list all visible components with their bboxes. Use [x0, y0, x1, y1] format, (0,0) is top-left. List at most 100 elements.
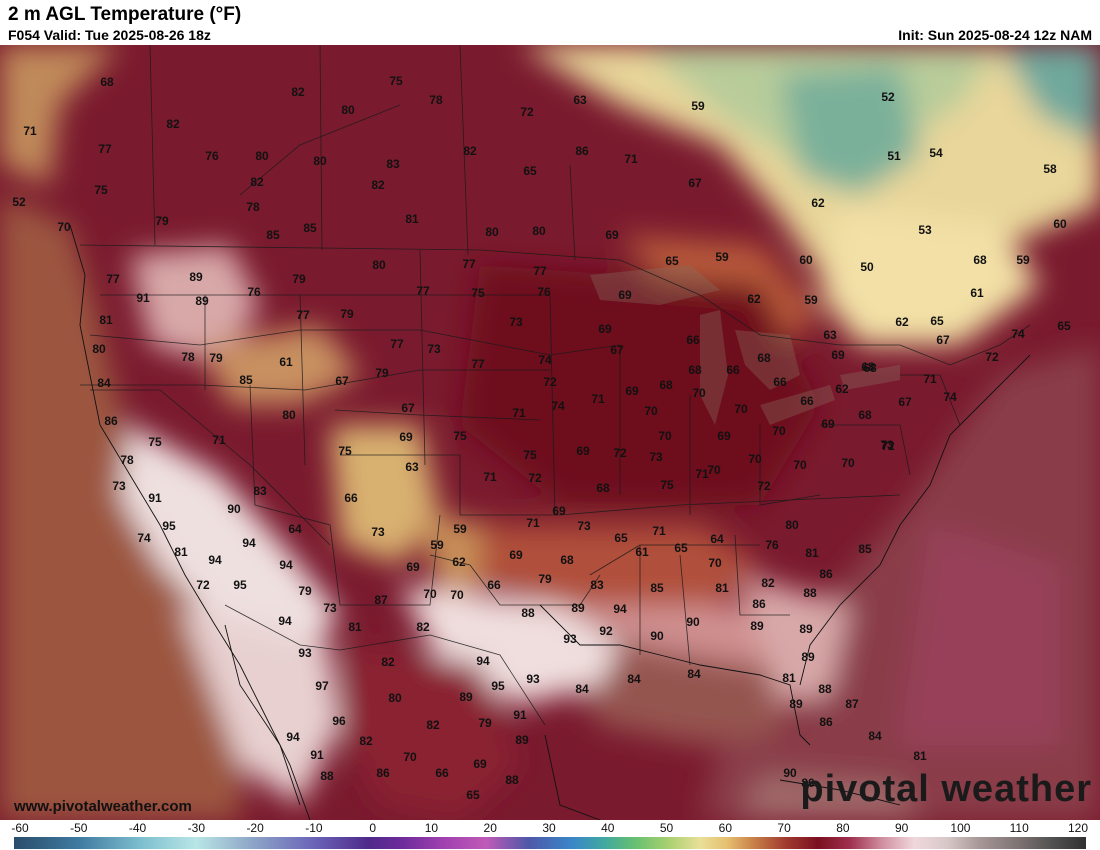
- temperature-label: 83: [386, 157, 400, 171]
- colorbar-tick-label: -30: [187, 821, 205, 835]
- temperature-label: 81: [782, 671, 796, 685]
- temperature-label: 82: [291, 85, 305, 99]
- temperature-label: 85: [239, 373, 253, 387]
- colorbar-tick-label: 10: [424, 821, 439, 835]
- temperature-label: 81: [174, 545, 188, 559]
- temperature-label: 68: [863, 361, 877, 375]
- temperature-label: 89: [459, 690, 473, 704]
- temperature-label: 74: [137, 531, 151, 545]
- temperature-label: 85: [303, 221, 317, 235]
- temperature-label: 82: [371, 178, 385, 192]
- temperature-label: 80: [255, 149, 269, 163]
- temperature-label: 70: [734, 402, 748, 416]
- temperature-label: 95: [162, 519, 176, 533]
- temperature-label: 84: [575, 682, 589, 696]
- temperature-label: 79: [209, 351, 223, 365]
- temperature-label: 95: [491, 679, 505, 693]
- temperature-label: 89: [750, 619, 764, 633]
- temperature-label: 86: [819, 715, 833, 729]
- temperature-label: 65: [614, 531, 628, 545]
- temperature-label: 75: [94, 183, 108, 197]
- colorbar-tick-label: 70: [777, 821, 791, 835]
- temperature-label: 83: [253, 484, 267, 498]
- temperature-label: 54: [929, 146, 943, 160]
- temperature-label: 75: [660, 478, 674, 492]
- temperature-label: 78: [246, 200, 260, 214]
- temperature-label: 81: [715, 581, 729, 595]
- temperature-label: 59: [691, 99, 705, 113]
- temperature-label: 60: [1053, 217, 1067, 231]
- temperature-label: 78: [120, 453, 134, 467]
- temperature-label: 75: [471, 286, 485, 300]
- temperature-label: 88: [505, 773, 519, 787]
- temperature-label: 86: [752, 597, 766, 611]
- temperature-label: 92: [599, 624, 613, 638]
- temperature-label: 70: [450, 588, 464, 602]
- temperature-label: 94: [476, 654, 490, 668]
- temperature-label: 72: [757, 479, 771, 493]
- temperature-label: 73: [427, 342, 441, 356]
- temperature-label: 90: [783, 766, 797, 780]
- temperature-label: 61: [635, 545, 649, 559]
- temperature-label: 95: [233, 578, 247, 592]
- temperature-label: 80: [282, 408, 296, 422]
- temperature-label: 77: [462, 257, 476, 271]
- temperature-label: 75: [453, 429, 467, 443]
- temperature-label: 87: [374, 593, 388, 607]
- temperature-label: 72: [881, 439, 895, 453]
- colorbar-tick-label: 100: [950, 821, 971, 835]
- temperature-label: 70: [658, 429, 672, 443]
- temperature-label: 74: [551, 399, 565, 413]
- temperature-label: 84: [627, 672, 641, 686]
- temperature-label: 63: [823, 328, 837, 342]
- temperature-label: 80: [313, 154, 327, 168]
- temperature-label: 80: [485, 225, 499, 239]
- temperature-label: 64: [710, 532, 724, 546]
- temperature-label: 68: [596, 481, 610, 495]
- temperature-label: 64: [288, 522, 302, 536]
- temperature-label: 66: [686, 333, 700, 347]
- temperature-label: 71: [526, 516, 540, 530]
- temperature-label: 76: [205, 149, 219, 163]
- temperature-label: 90: [686, 615, 700, 629]
- temperature-label: 88: [320, 769, 334, 783]
- temperature-label: 86: [575, 144, 589, 158]
- temperature-label: 65: [674, 541, 688, 555]
- temperature-label: 70: [692, 386, 706, 400]
- temperature-label: 93: [526, 672, 540, 686]
- temperature-label: 91: [513, 708, 527, 722]
- temperature-map[interactable]: 68 71 82 75 78 80 72 63 59 52 82 77 76 80 80 83 82 86 71 54…: [0, 45, 1100, 820]
- great-lakes: [590, 265, 900, 425]
- temperature-label: 77: [533, 264, 547, 278]
- temperature-label: 91: [136, 291, 150, 305]
- colorbar-tick-label: -20: [246, 821, 264, 835]
- temperature-label: 69: [473, 757, 487, 771]
- colorbar-tick-label: 120: [1067, 821, 1089, 835]
- colorbar-tick-label: -50: [70, 821, 88, 835]
- temperature-label: 69: [821, 417, 835, 431]
- temperature-label: 74: [538, 353, 552, 367]
- temperature-label: 60: [799, 253, 813, 267]
- temperature-label: 59: [804, 293, 818, 307]
- temperature-label: 73: [323, 601, 337, 615]
- temperature-label: 50: [860, 260, 874, 274]
- temperature-label: 96: [332, 714, 346, 728]
- temperature-label: 68: [861, 360, 875, 374]
- temperature-label: 72: [543, 375, 557, 389]
- temperature-label: 69: [717, 429, 731, 443]
- temperature-label: 78: [181, 350, 195, 364]
- temperature-label: 85: [650, 581, 664, 595]
- temperature-label: 75: [389, 74, 403, 88]
- temperature-label: 52: [12, 195, 26, 209]
- temperature-label: 66: [773, 375, 787, 389]
- temperature-label: 67: [610, 343, 624, 357]
- temperature-label: 67: [335, 374, 349, 388]
- temperature-label: 68: [659, 378, 673, 392]
- colorbar-tick-label: -10: [305, 821, 323, 835]
- temperature-label: 74: [1011, 327, 1025, 341]
- temperature-label: 70: [772, 424, 786, 438]
- temperature-label: 59: [453, 522, 467, 536]
- temperature-label: 81: [99, 313, 113, 327]
- temperature-label: 82: [416, 620, 430, 634]
